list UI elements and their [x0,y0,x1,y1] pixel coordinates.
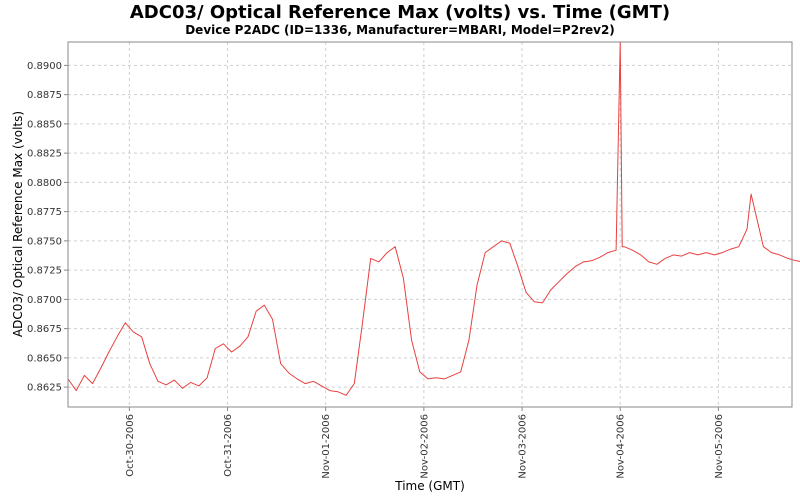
y-tick-label: 0.8700 [27,295,62,306]
y-tick-label: 0.8625 [27,383,62,394]
y-tick-label: 0.8650 [27,353,62,364]
x-axis-label: Time (GMT) [394,479,465,493]
plot-area [68,42,792,407]
chart-title: ADC03/ Optical Reference Max (volts) vs.… [129,2,671,23]
y-tick-label: 0.8900 [27,61,62,72]
x-axis: Oct-30-2006 Oct-31-2006 Nov-01-2006 Nov-02-… [125,407,725,479]
y-tick-label: 0.8875 [27,90,62,101]
x-tick-label: Oct-31-2006 [223,414,234,477]
y-tick-label: 0.8725 [27,266,62,277]
x-tick-label: Nov-04-2006 [616,414,627,479]
x-tick-label: Nov-01-2006 [321,414,332,479]
x-tick-label: Nov-03-2006 [518,414,529,479]
x-tick-label: Nov-05-2006 [714,414,725,479]
y-tick-label: 0.8775 [27,207,62,218]
y-tick-label: 0.8850 [27,119,62,130]
y-tick-label: 0.8675 [27,324,62,335]
chart-subtitle: Device P2ADC (ID=1336, Manufacturer=MBAR… [185,23,615,37]
plot-border [67,41,793,408]
y-tick-label: 0.8800 [27,178,62,189]
y-tick-label: 0.8825 [27,149,62,160]
series-line-0 [67,41,800,396]
y-axis: 0.8625 0.8650 0.8675 0.8700 0.8725 0.8750 0.87… [27,61,68,394]
x-tick-label: Oct-30-2006 [125,414,136,477]
x-tick-label: Nov-02-2006 [419,414,430,479]
series-layer [67,41,800,396]
y-tick-label: 0.8750 [27,236,62,247]
grid [68,42,792,407]
y-axis-label: ADC03/ Optical Reference Max (volts) [11,111,25,337]
